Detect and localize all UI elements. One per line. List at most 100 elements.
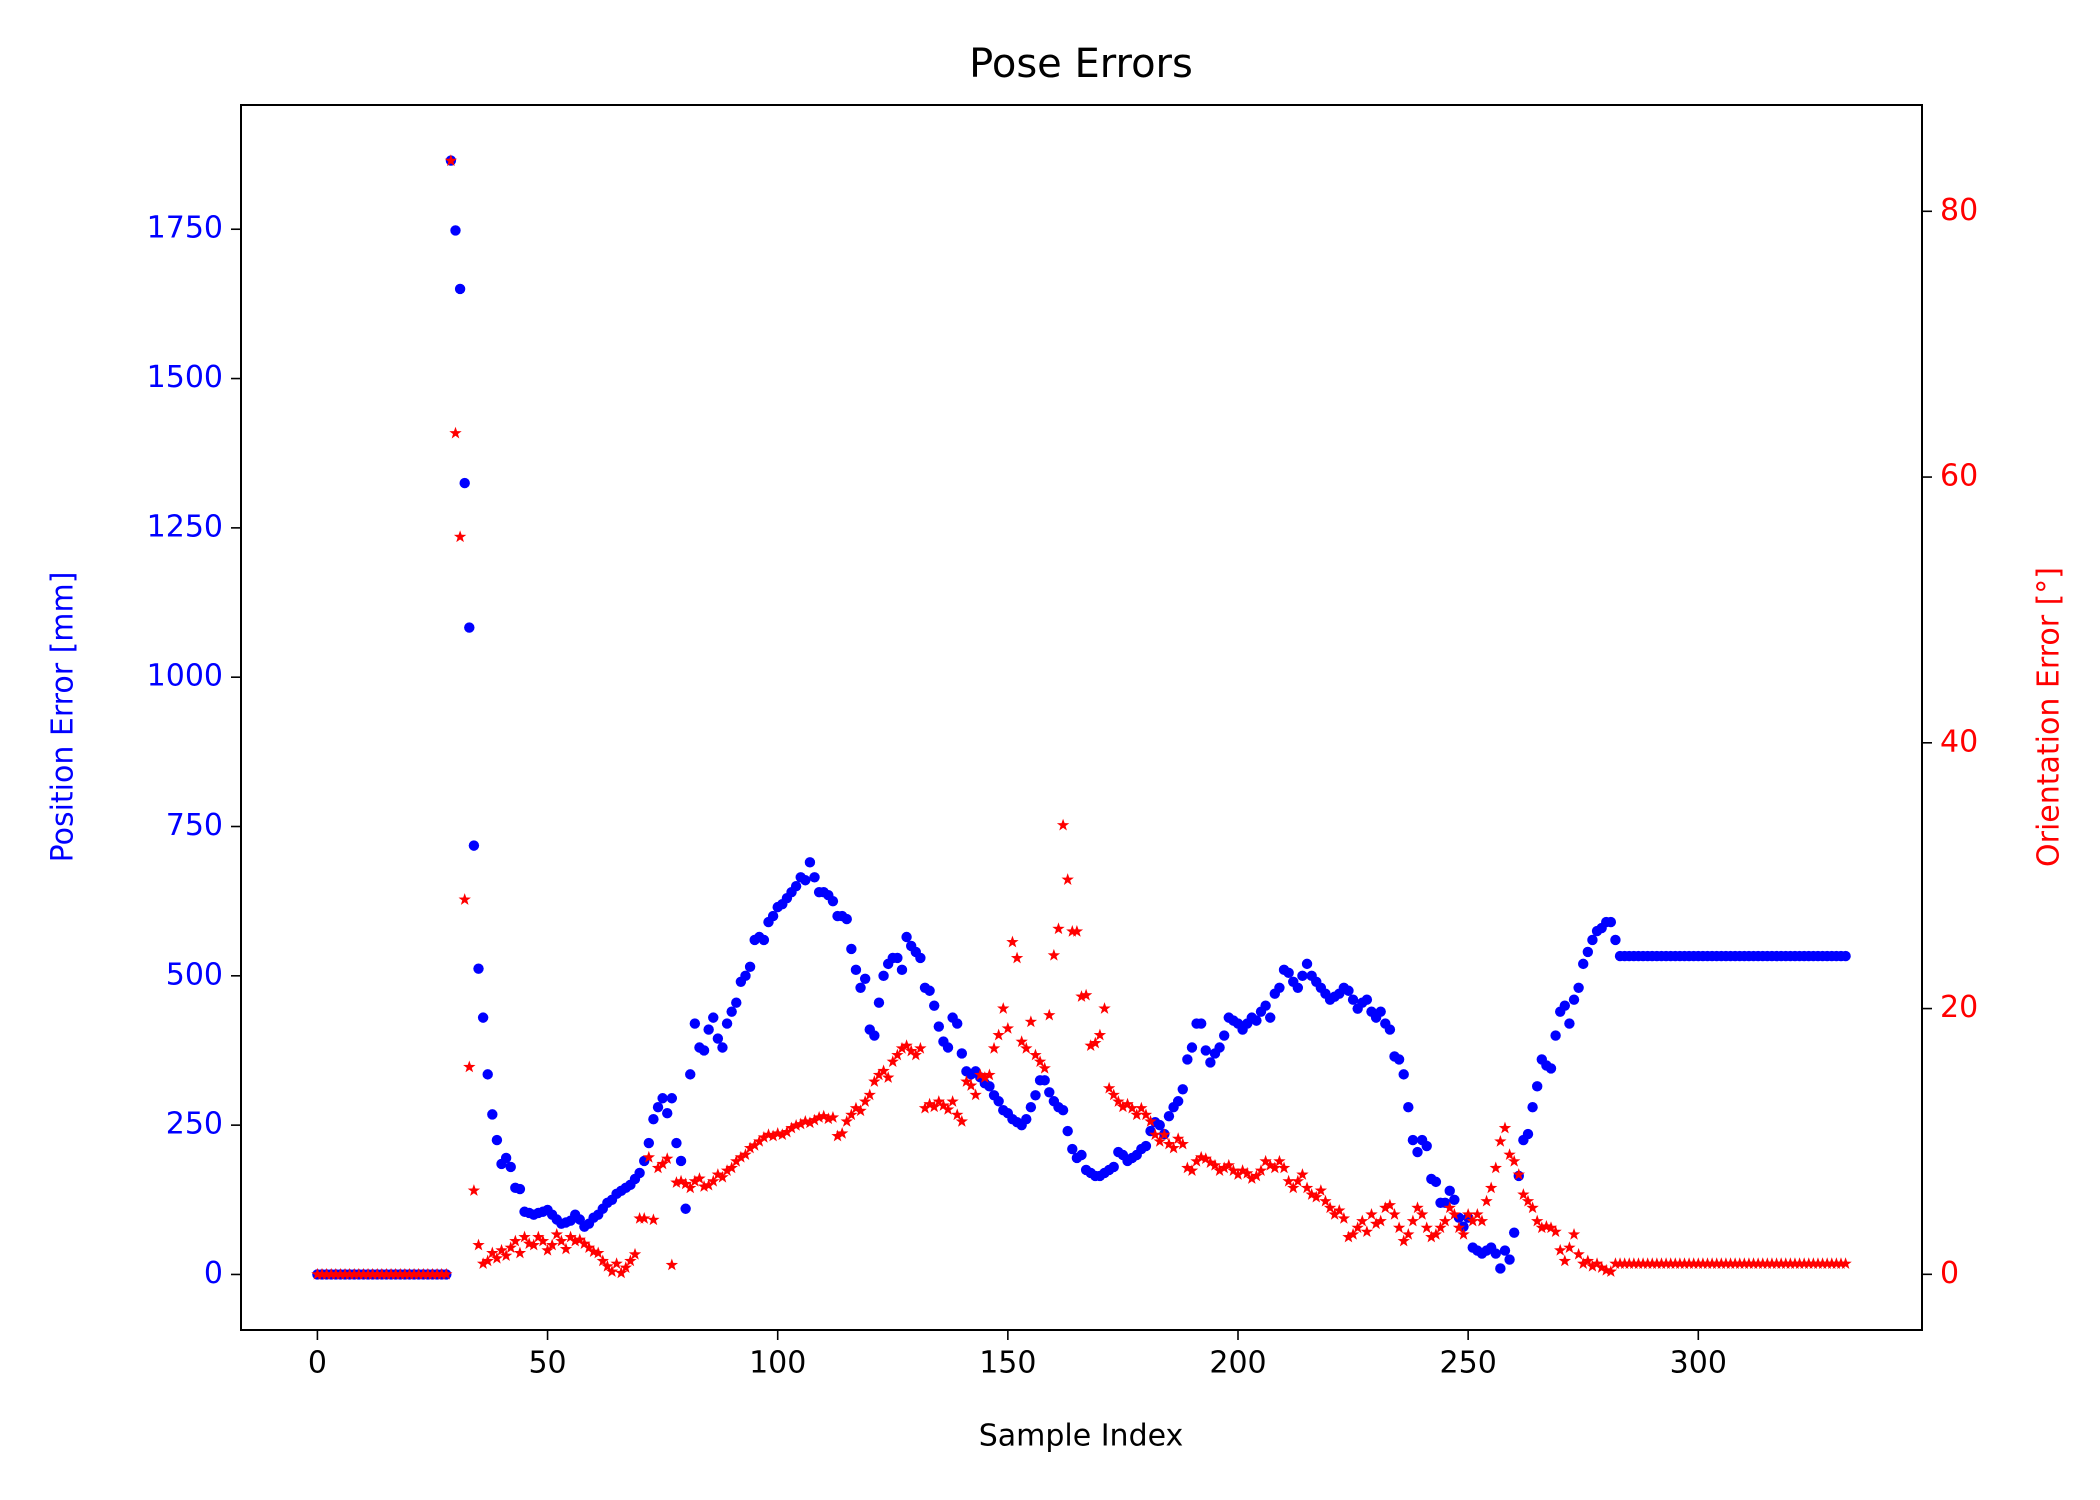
orientation-point	[1632, 1257, 1645, 1269]
orientation-point	[1590, 1257, 1604, 1269]
position-point	[698, 1045, 710, 1056]
orientation-point	[1461, 1208, 1475, 1220]
orientation-point	[651, 1161, 665, 1174]
orientation-point	[1623, 1257, 1636, 1269]
orientation-point	[1402, 1227, 1415, 1240]
orientation-point	[1765, 1257, 1779, 1269]
orientation-point	[449, 426, 462, 439]
orientation-point	[955, 1115, 968, 1127]
orientation-point	[1724, 1257, 1737, 1269]
position-point	[477, 1012, 489, 1023]
orientation-point	[1342, 1230, 1355, 1243]
orientation-point	[472, 1238, 485, 1251]
orientation-point	[684, 1181, 697, 1194]
orientation-point	[1047, 948, 1061, 961]
orientation-point	[941, 1103, 955, 1115]
orientation-point	[499, 1249, 513, 1261]
orientation-point	[776, 1128, 789, 1141]
y2-tick-label: 60	[1940, 459, 1978, 494]
orientation-point	[840, 1115, 853, 1127]
orientation-point	[812, 1111, 826, 1123]
x-tick-label: 50	[528, 1346, 566, 1381]
orientation-point	[1802, 1257, 1815, 1269]
orientation-point	[1116, 1100, 1130, 1113]
position-point	[685, 1069, 696, 1080]
orientation-point	[1392, 1221, 1406, 1234]
y-tick-label: 0	[204, 1256, 223, 1291]
orientation-point	[1728, 1257, 1742, 1269]
position-point	[468, 840, 480, 851]
position-point	[1154, 1119, 1165, 1131]
orientation-point	[1650, 1257, 1664, 1269]
orientation-point	[624, 1254, 637, 1267]
position-point	[1522, 1128, 1534, 1140]
y-tick-label: 500	[166, 957, 223, 992]
orientation-point	[578, 1237, 591, 1250]
orientation-point	[1056, 818, 1070, 831]
orientation-point	[527, 1238, 540, 1251]
orientation-point	[1655, 1257, 1668, 1269]
orientation-point	[1484, 1181, 1498, 1194]
orientation-point	[1636, 1257, 1650, 1269]
position-point	[1021, 1113, 1032, 1125]
position-point	[731, 997, 742, 1008]
position-point	[1200, 1045, 1211, 1056]
orientation-point	[1531, 1214, 1544, 1227]
orientation-point	[1125, 1101, 1139, 1114]
position-point	[1292, 982, 1304, 993]
orientation-point	[766, 1129, 780, 1142]
orientation-point	[826, 1111, 840, 1123]
position-point	[689, 1018, 701, 1029]
orientation-point	[371, 1267, 384, 1280]
orientation-point	[1102, 1081, 1116, 1094]
position-point	[993, 1096, 1004, 1107]
orientation-point	[334, 1267, 347, 1280]
position-point	[1508, 1227, 1520, 1238]
y-tick-label: 1250	[147, 509, 223, 544]
orientation-point	[730, 1154, 743, 1167]
orientation-point	[1061, 873, 1074, 885]
orientation-point	[872, 1068, 886, 1081]
orientation-point	[1222, 1158, 1235, 1171]
orientation-point	[467, 1184, 481, 1196]
orientation-point	[403, 1267, 416, 1280]
position-point	[915, 952, 926, 964]
orientation-point	[702, 1178, 715, 1191]
position-point	[1172, 1096, 1184, 1107]
orientation-point	[1277, 1161, 1291, 1174]
orientation-point	[1692, 1257, 1705, 1269]
orientation-point	[1273, 1154, 1286, 1167]
orientation-point	[1618, 1257, 1631, 1269]
position-point	[1610, 934, 1621, 946]
position-point	[1177, 1084, 1188, 1095]
orientation-point	[725, 1161, 738, 1174]
orientation-point	[366, 1267, 379, 1280]
position-point	[500, 1152, 512, 1164]
orientation-point	[1586, 1259, 1599, 1272]
orientation-point	[1070, 925, 1084, 937]
position-point	[514, 1183, 526, 1195]
position-point	[1067, 1143, 1078, 1155]
position-point	[1274, 982, 1285, 993]
orientation-point	[1475, 1214, 1489, 1227]
orientation-point	[1029, 1048, 1042, 1061]
orientation-point	[868, 1075, 881, 1087]
position-point	[1205, 1057, 1216, 1068]
position-point	[703, 1024, 714, 1035]
orientation-point	[463, 1060, 476, 1073]
orientation-point	[412, 1267, 425, 1280]
orientation-point	[693, 1172, 706, 1184]
orientation-point	[1020, 1041, 1033, 1054]
position-point	[1550, 1030, 1561, 1041]
orientation-point	[1236, 1164, 1249, 1176]
orientation-point	[325, 1267, 338, 1280]
orientation-point	[1181, 1161, 1194, 1174]
orientation-point	[486, 1246, 499, 1259]
position-point	[671, 1137, 682, 1149]
orientation-point	[1821, 1257, 1834, 1269]
orientation-point	[1319, 1194, 1332, 1207]
orientation-point	[831, 1129, 844, 1142]
y2-tick-label: 40	[1940, 724, 1978, 759]
orientation-point	[1038, 1061, 1051, 1074]
orientation-point	[545, 1238, 559, 1251]
